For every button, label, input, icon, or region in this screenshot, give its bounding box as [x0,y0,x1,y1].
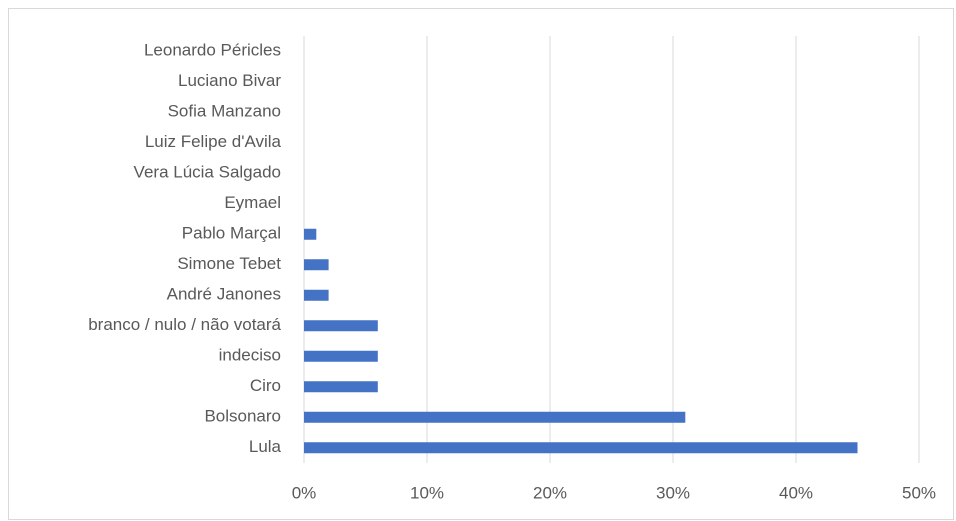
y-tick-label: Leonardo Péricles [144,41,281,60]
x-tick-label: 30% [656,483,690,502]
y-tick-label: Luiz Felipe d'Avila [145,132,282,151]
x-tick-label: 50% [902,483,936,502]
y-tick-label: Ciro [250,376,281,395]
y-tick-label: Luciano Bivar [178,71,281,90]
y-tick-label: Simone Tebet [177,254,281,273]
x-tick-label: 0% [292,483,317,502]
y-tick-label: Sofia Manzano [168,102,281,121]
y-tick-label: indeciso [219,346,281,365]
y-tick-label: André Janones [167,285,281,304]
y-tick-label: Lula [249,437,282,456]
y-tick-label: branco / nulo / não votará [88,315,281,334]
bar [304,289,329,301]
bar [304,411,686,423]
bar [304,350,378,362]
y-tick-label: Eymael [224,193,281,212]
bar [304,320,378,332]
x-tick-label: 10% [410,483,444,502]
bar [304,381,378,393]
y-tick-label: Bolsonaro [204,407,281,426]
y-tick-label: Vera Lúcia Salgado [134,163,281,182]
bar [304,259,329,271]
y-tick-label: Pablo Marçal [182,224,281,243]
x-tick-label: 40% [779,483,813,502]
x-tick-label: 20% [533,483,567,502]
bar [304,442,858,454]
bar [304,228,317,240]
